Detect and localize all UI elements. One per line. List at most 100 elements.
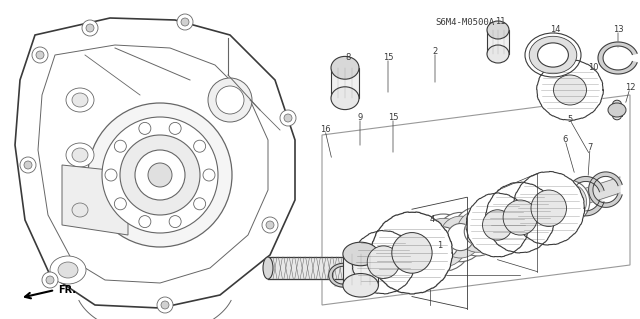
Ellipse shape xyxy=(32,47,48,63)
Ellipse shape xyxy=(331,87,359,110)
Ellipse shape xyxy=(203,169,215,181)
Ellipse shape xyxy=(554,75,586,105)
Ellipse shape xyxy=(216,86,244,114)
Ellipse shape xyxy=(608,103,626,117)
Ellipse shape xyxy=(343,242,378,266)
Polygon shape xyxy=(352,231,415,294)
Ellipse shape xyxy=(436,212,484,262)
Ellipse shape xyxy=(262,217,278,233)
Ellipse shape xyxy=(58,262,78,278)
Ellipse shape xyxy=(392,233,432,273)
Polygon shape xyxy=(62,165,128,235)
Polygon shape xyxy=(406,239,430,263)
Ellipse shape xyxy=(208,78,252,122)
Ellipse shape xyxy=(181,18,189,26)
Ellipse shape xyxy=(82,20,98,36)
Ellipse shape xyxy=(419,218,467,267)
Polygon shape xyxy=(454,224,477,247)
Ellipse shape xyxy=(86,24,94,32)
Polygon shape xyxy=(359,255,383,278)
Text: 2: 2 xyxy=(433,48,438,56)
Polygon shape xyxy=(430,231,454,255)
Polygon shape xyxy=(383,247,406,271)
Ellipse shape xyxy=(102,117,218,233)
Ellipse shape xyxy=(42,272,58,288)
Ellipse shape xyxy=(454,207,502,256)
Polygon shape xyxy=(501,208,525,232)
Polygon shape xyxy=(536,60,604,120)
Text: 4: 4 xyxy=(429,216,435,225)
Polygon shape xyxy=(596,177,620,201)
Text: 14: 14 xyxy=(550,26,560,34)
Ellipse shape xyxy=(538,43,568,67)
Polygon shape xyxy=(513,172,584,245)
Ellipse shape xyxy=(139,216,151,227)
Ellipse shape xyxy=(612,100,621,108)
Ellipse shape xyxy=(66,143,94,167)
Text: 12: 12 xyxy=(625,84,636,93)
Ellipse shape xyxy=(161,301,169,309)
Text: 9: 9 xyxy=(357,114,363,122)
Text: S6M4-M0500A: S6M4-M0500A xyxy=(435,18,494,26)
Polygon shape xyxy=(477,216,501,240)
Ellipse shape xyxy=(36,51,44,59)
Ellipse shape xyxy=(331,56,359,79)
Ellipse shape xyxy=(483,210,513,240)
Ellipse shape xyxy=(428,227,459,258)
Polygon shape xyxy=(487,30,509,54)
Ellipse shape xyxy=(529,36,577,74)
Ellipse shape xyxy=(503,200,538,235)
Ellipse shape xyxy=(415,214,472,271)
Polygon shape xyxy=(466,193,529,257)
Ellipse shape xyxy=(115,198,126,210)
Ellipse shape xyxy=(194,198,205,210)
Text: 11: 11 xyxy=(495,18,505,26)
Ellipse shape xyxy=(50,256,86,284)
Polygon shape xyxy=(331,68,359,98)
Ellipse shape xyxy=(66,88,94,112)
Ellipse shape xyxy=(487,45,509,63)
Polygon shape xyxy=(548,192,573,216)
Ellipse shape xyxy=(46,276,54,284)
Ellipse shape xyxy=(263,257,273,279)
Polygon shape xyxy=(598,42,637,74)
Text: 10: 10 xyxy=(588,63,598,72)
Ellipse shape xyxy=(531,190,566,226)
Polygon shape xyxy=(612,104,621,115)
Text: 8: 8 xyxy=(346,54,351,63)
Ellipse shape xyxy=(266,221,274,229)
Text: 15: 15 xyxy=(388,114,398,122)
Ellipse shape xyxy=(457,211,498,252)
Text: 15: 15 xyxy=(383,54,393,63)
Text: 1: 1 xyxy=(437,241,443,249)
Polygon shape xyxy=(371,212,452,294)
Ellipse shape xyxy=(487,21,509,39)
Ellipse shape xyxy=(548,180,589,223)
Ellipse shape xyxy=(135,150,185,200)
Polygon shape xyxy=(525,200,548,224)
Ellipse shape xyxy=(66,198,94,222)
Polygon shape xyxy=(589,172,622,207)
Ellipse shape xyxy=(105,169,117,181)
Text: 6: 6 xyxy=(563,136,568,145)
Text: 7: 7 xyxy=(588,144,593,152)
Polygon shape xyxy=(566,176,604,216)
Ellipse shape xyxy=(120,135,200,215)
Ellipse shape xyxy=(525,33,581,77)
Polygon shape xyxy=(343,254,378,285)
Ellipse shape xyxy=(284,114,292,122)
Text: FR.: FR. xyxy=(58,285,76,295)
Ellipse shape xyxy=(343,274,378,297)
Polygon shape xyxy=(328,263,358,287)
Text: 5: 5 xyxy=(568,115,573,124)
Text: 13: 13 xyxy=(612,26,623,34)
Ellipse shape xyxy=(194,140,205,152)
Ellipse shape xyxy=(425,257,435,279)
Text: 16: 16 xyxy=(320,125,330,135)
Ellipse shape xyxy=(440,216,481,258)
Ellipse shape xyxy=(280,110,296,126)
Ellipse shape xyxy=(169,122,181,134)
Polygon shape xyxy=(15,18,295,308)
Ellipse shape xyxy=(115,140,126,152)
Ellipse shape xyxy=(464,218,491,245)
